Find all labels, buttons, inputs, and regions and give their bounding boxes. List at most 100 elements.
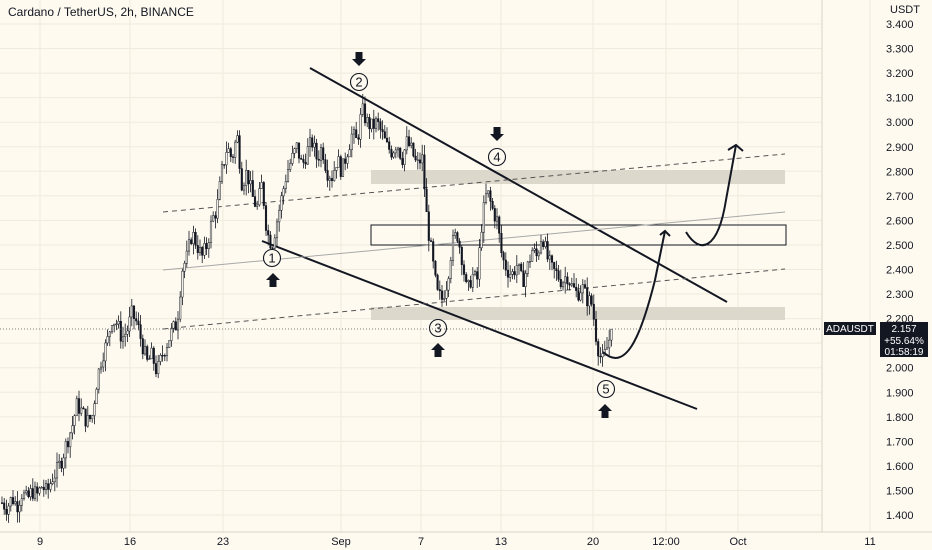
y-tick-label-0: 3.400 — [886, 19, 914, 31]
candle-body-234 — [515, 265, 518, 276]
breakout-box — [370, 224, 787, 246]
y-tick-label-5: 2.900 — [886, 142, 914, 154]
candle-body-201 — [443, 298, 446, 300]
candle-body-99 — [218, 180, 221, 200]
resistance-zone — [371, 170, 785, 184]
candle-body-226 — [498, 216, 501, 234]
candle-body-139 — [306, 146, 309, 165]
candle-body-208 — [458, 240, 461, 248]
candle-body-126 — [278, 210, 281, 223]
wave-marker-label-3: 3 — [434, 321, 441, 336]
candle-body-87 — [192, 232, 195, 244]
candle-body-245 — [539, 241, 543, 254]
candle-body-108 — [238, 135, 241, 169]
candle-body-197 — [434, 260, 437, 276]
arrow-down-icon-2 — [352, 52, 366, 66]
candle-body-92 — [203, 243, 206, 256]
candle-body-235 — [517, 263, 521, 266]
candle-body-229 — [504, 259, 507, 271]
candle-body-69 — [152, 347, 155, 364]
x-axis[interactable]: 9 16 23 Sep 7 13 20 12:00 Oct 11 — [37, 536, 876, 548]
candle-body-85 — [187, 239, 191, 252]
candle-body-265 — [583, 284, 587, 288]
candle-body-33 — [73, 415, 76, 426]
candle-body-215 — [473, 271, 477, 275]
candle-body-13 — [29, 488, 32, 497]
candle-body-275 — [605, 347, 609, 350]
candle-body-86 — [190, 239, 193, 244]
candle-body-273 — [601, 353, 604, 358]
candle-body-49 — [108, 331, 111, 337]
arrow-up-icon-1 — [266, 273, 280, 287]
candle-body-29 — [64, 441, 67, 459]
candle-body-257 — [566, 276, 569, 285]
candle-body-20 — [44, 483, 48, 490]
candle-body-260 — [572, 283, 576, 288]
candle-body-276 — [608, 339, 611, 349]
candle-countdown-label: 01:58:19 — [885, 347, 924, 358]
candle-body-12 — [27, 490, 30, 497]
projection-arrowhead-2 — [727, 143, 744, 152]
descending-support-line — [261, 240, 698, 410]
candle-body-62 — [137, 320, 140, 325]
candle-body-116 — [256, 204, 259, 207]
candle-body-170 — [374, 118, 378, 129]
support-resistance-zones — [370, 170, 787, 320]
projection-arrowhead-1 — [659, 229, 671, 237]
candle-body-266 — [586, 287, 589, 307]
price-badge[interactable]: ADAUSDT 2.157 +55.64% 01:58:19 — [824, 322, 928, 358]
candle-body-100 — [220, 164, 224, 182]
candle-body-70 — [154, 363, 158, 375]
candle-body-165 — [363, 103, 367, 124]
candle-body-132 — [291, 152, 294, 164]
candle-body-55 — [121, 336, 125, 342]
candle-body-90 — [198, 247, 202, 254]
candle-body-209 — [460, 246, 463, 266]
candle-body-240 — [528, 261, 532, 263]
candle-body-249 — [548, 255, 551, 260]
candle-body-35 — [77, 398, 81, 414]
candle-body-184 — [405, 136, 408, 151]
candle-body-252 — [555, 268, 558, 271]
candle-body-44 — [97, 368, 100, 390]
candle-body-176 — [388, 141, 391, 150]
candle-body-230 — [506, 269, 510, 278]
wave-marker-label-4: 4 — [493, 150, 500, 165]
wave-marker-label-2: 2 — [355, 75, 362, 90]
candle-body-113 — [249, 180, 252, 185]
candle-body-76 — [168, 340, 171, 348]
candle-body-30 — [66, 441, 70, 448]
candle-body-59 — [130, 305, 133, 318]
candle-body-34 — [75, 398, 78, 416]
y-tick-label-7: 2.700 — [886, 191, 914, 203]
y-axis[interactable]: 3.400 3.300 3.200 3.100 3.000 2.900 2.800 2.700… — [886, 19, 914, 522]
candle-body-140 — [308, 137, 312, 147]
change-percent-label: +55.64% — [884, 336, 924, 347]
candle-body-77 — [170, 327, 173, 341]
candle-body-183 — [403, 149, 406, 165]
candle-body-60 — [132, 305, 136, 319]
candle-body-112 — [247, 170, 250, 185]
candle-body-114 — [251, 180, 254, 197]
candle-body-200 — [440, 290, 444, 300]
candle-body-110 — [242, 185, 246, 191]
x-tick-label-1: 16 — [124, 536, 136, 548]
candle-body-222 — [489, 190, 492, 202]
candle-body-148 — [326, 170, 329, 181]
candle-body-31 — [69, 432, 72, 448]
candle-body-216 — [476, 271, 479, 280]
candle-body-40 — [88, 414, 92, 420]
candle-body-241 — [531, 250, 534, 262]
candle-body-131 — [289, 163, 292, 170]
candle-body-159 — [350, 133, 353, 150]
candle-body-10 — [22, 492, 26, 499]
y-tick-label-8: 2.600 — [886, 215, 914, 227]
candle-body-129 — [284, 181, 287, 189]
candle-body-94 — [207, 242, 210, 250]
candle-body-1 — [3, 502, 6, 510]
candle-body-253 — [557, 270, 560, 280]
candle-body-89 — [196, 245, 199, 254]
y-tick-label-2: 3.200 — [886, 68, 914, 80]
candle-body-138 — [304, 162, 307, 165]
